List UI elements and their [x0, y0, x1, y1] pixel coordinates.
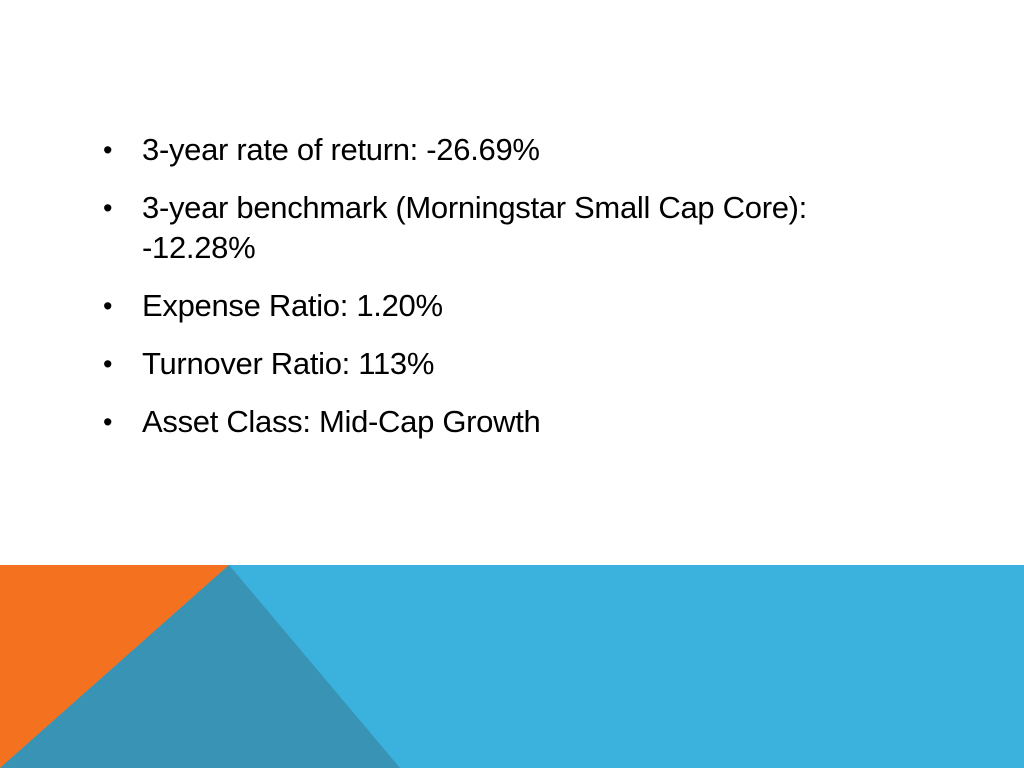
- bullet-text: 3-year rate of return: -26.69%: [142, 132, 540, 167]
- bullet-dot-icon: •: [103, 291, 113, 321]
- bullet-text: Asset Class: Mid-Cap Growth: [142, 404, 541, 439]
- bullet-item-turnover-ratio: • Turnover Ratio: 113%: [100, 344, 880, 384]
- bullet-text: 3-year benchmark (Morningstar Small Cap …: [142, 190, 807, 265]
- bullet-item-asset-class: • Asset Class: Mid-Cap Growth: [100, 402, 880, 442]
- overlap-triangle: [0, 565, 400, 768]
- bullet-text: Expense Ratio: 1.20%: [142, 288, 443, 323]
- bullet-list: • 3-year rate of return: -26.69% • 3-yea…: [100, 130, 880, 442]
- bullet-text: Turnover Ratio: 113%: [142, 346, 435, 381]
- bullet-item-return: • 3-year rate of return: -26.69%: [100, 130, 880, 170]
- bullet-dot-icon: •: [103, 407, 113, 437]
- bullet-item-expense-ratio: • Expense Ratio: 1.20%: [100, 286, 880, 326]
- bullet-item-benchmark: • 3-year benchmark (Morningstar Small Ca…: [100, 188, 880, 268]
- bullet-dot-icon: •: [103, 193, 113, 223]
- bullet-dot-icon: •: [103, 349, 113, 379]
- slide-body: • 3-year rate of return: -26.69% • 3-yea…: [100, 130, 880, 460]
- bullet-dot-icon: •: [103, 135, 113, 165]
- decorative-footer-band: [0, 565, 1024, 768]
